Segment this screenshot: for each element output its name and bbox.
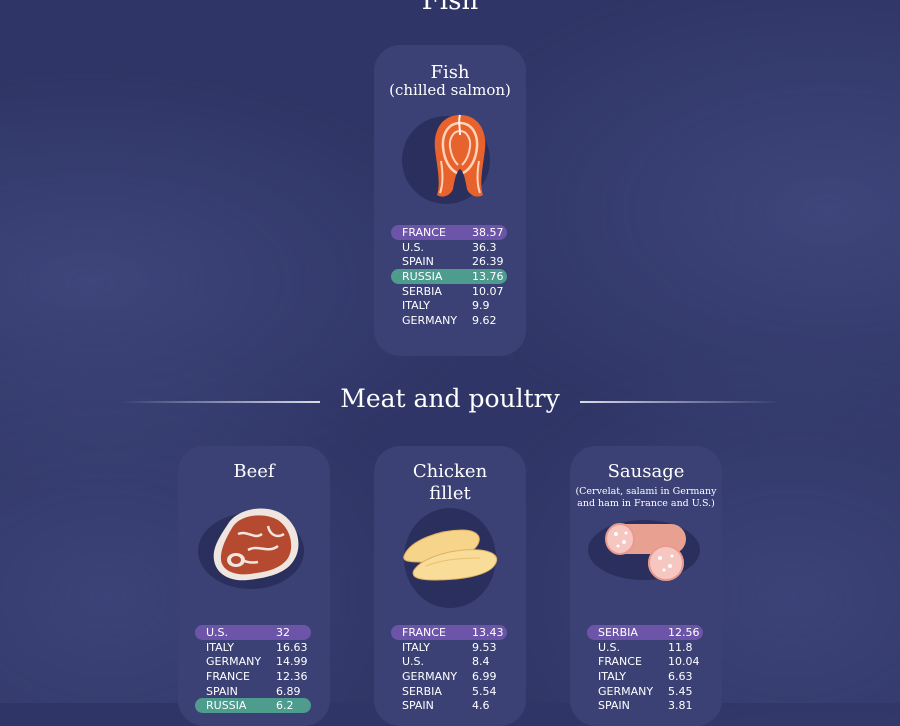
list-item: ITALY 9.9 <box>402 299 490 313</box>
list-item: FRANCE 12.36 <box>206 670 308 684</box>
fish-ranking-list: FRANCE 38.57 U.S. 36.3 SPAIN 26.39 RUSSIA 13… <box>391 225 509 328</box>
list-item: SERBIA 12.56 <box>587 625 703 640</box>
list-item: ITALY 9.53 <box>402 640 497 654</box>
fish-section-title: Fish <box>421 0 479 16</box>
list-item: SPAIN 3.81 <box>598 699 693 713</box>
list-item: U.S. 32 <box>195 625 311 640</box>
card-title: Sausage <box>607 461 685 482</box>
salmon-steak-icon <box>434 114 486 197</box>
divider-line <box>580 401 780 403</box>
list-item: RUSSIA 6.2 <box>195 698 311 714</box>
card-title: Beef <box>233 461 275 482</box>
chicken-fillet-icon <box>403 529 498 581</box>
list-item: FRANCE 38.57 <box>391 225 507 240</box>
sausage-icon <box>605 523 686 581</box>
beef-steak-icon <box>213 508 299 581</box>
list-item: GERMANY 14.99 <box>206 655 308 669</box>
beef-ranking-list: U.S. 32 ITALY 16.63 GERMANY 14.99 FRANCE 12.… <box>195 625 313 714</box>
list-item: SERBIA 10.07 <box>402 284 504 298</box>
meat-section-title: Meat and poultry <box>340 384 560 413</box>
chicken-card: Chicken fillet FRANCE 13.43 ITALY 9.53 U.S… <box>374 446 526 726</box>
sausage-ranking-list: SERBIA 12.56 U.S. 11.8 FRANCE 10.04 ITALY 6.… <box>587 625 705 713</box>
list-item: FRANCE 13.43 <box>391 625 507 640</box>
list-item: U.S. 11.8 <box>598 640 693 654</box>
divider-line <box>120 401 320 403</box>
card-subtitle: (chilled salmon) <box>389 81 511 99</box>
list-item: SERBIA 5.54 <box>402 684 497 698</box>
card-title-line2: fillet <box>429 483 471 504</box>
list-item: SPAIN 26.39 <box>402 255 504 269</box>
list-item: RUSSIA 13.76 <box>391 269 507 284</box>
chicken-ranking-list: FRANCE 13.43 ITALY 9.53 U.S. 8.4 GERMANY 6.9… <box>391 625 509 713</box>
beef-card: Beef U.S. 32 ITALY 16.63 GERMANY 14.99 FRAN… <box>178 446 330 726</box>
card-note: and ham in France and U.S.) <box>577 498 715 509</box>
card-title: Chicken <box>412 461 488 482</box>
list-item: ITALY 16.63 <box>206 640 308 654</box>
sausage-card: Sausage (Cervelat, salami in Germany and… <box>570 446 722 726</box>
fish-card: Fish (chilled salmon) FRANCE 38.57 U.S. 36… <box>374 45 526 356</box>
list-item: SPAIN 6.89 <box>206 684 301 698</box>
list-item: GERMANY 6.99 <box>402 670 497 684</box>
list-item: FRANCE 10.04 <box>598 655 700 669</box>
list-item: GERMANY 5.45 <box>598 684 693 698</box>
list-item: GERMANY 9.62 <box>402 314 497 328</box>
list-item: ITALY 6.63 <box>598 670 693 684</box>
card-note: (Cervelat, salami in Germany <box>575 486 717 497</box>
list-item: SPAIN 4.6 <box>402 699 490 713</box>
list-item: U.S. 8.4 <box>402 655 490 669</box>
list-item: U.S. 36.3 <box>402 240 497 254</box>
card-title: Fish <box>430 62 470 83</box>
